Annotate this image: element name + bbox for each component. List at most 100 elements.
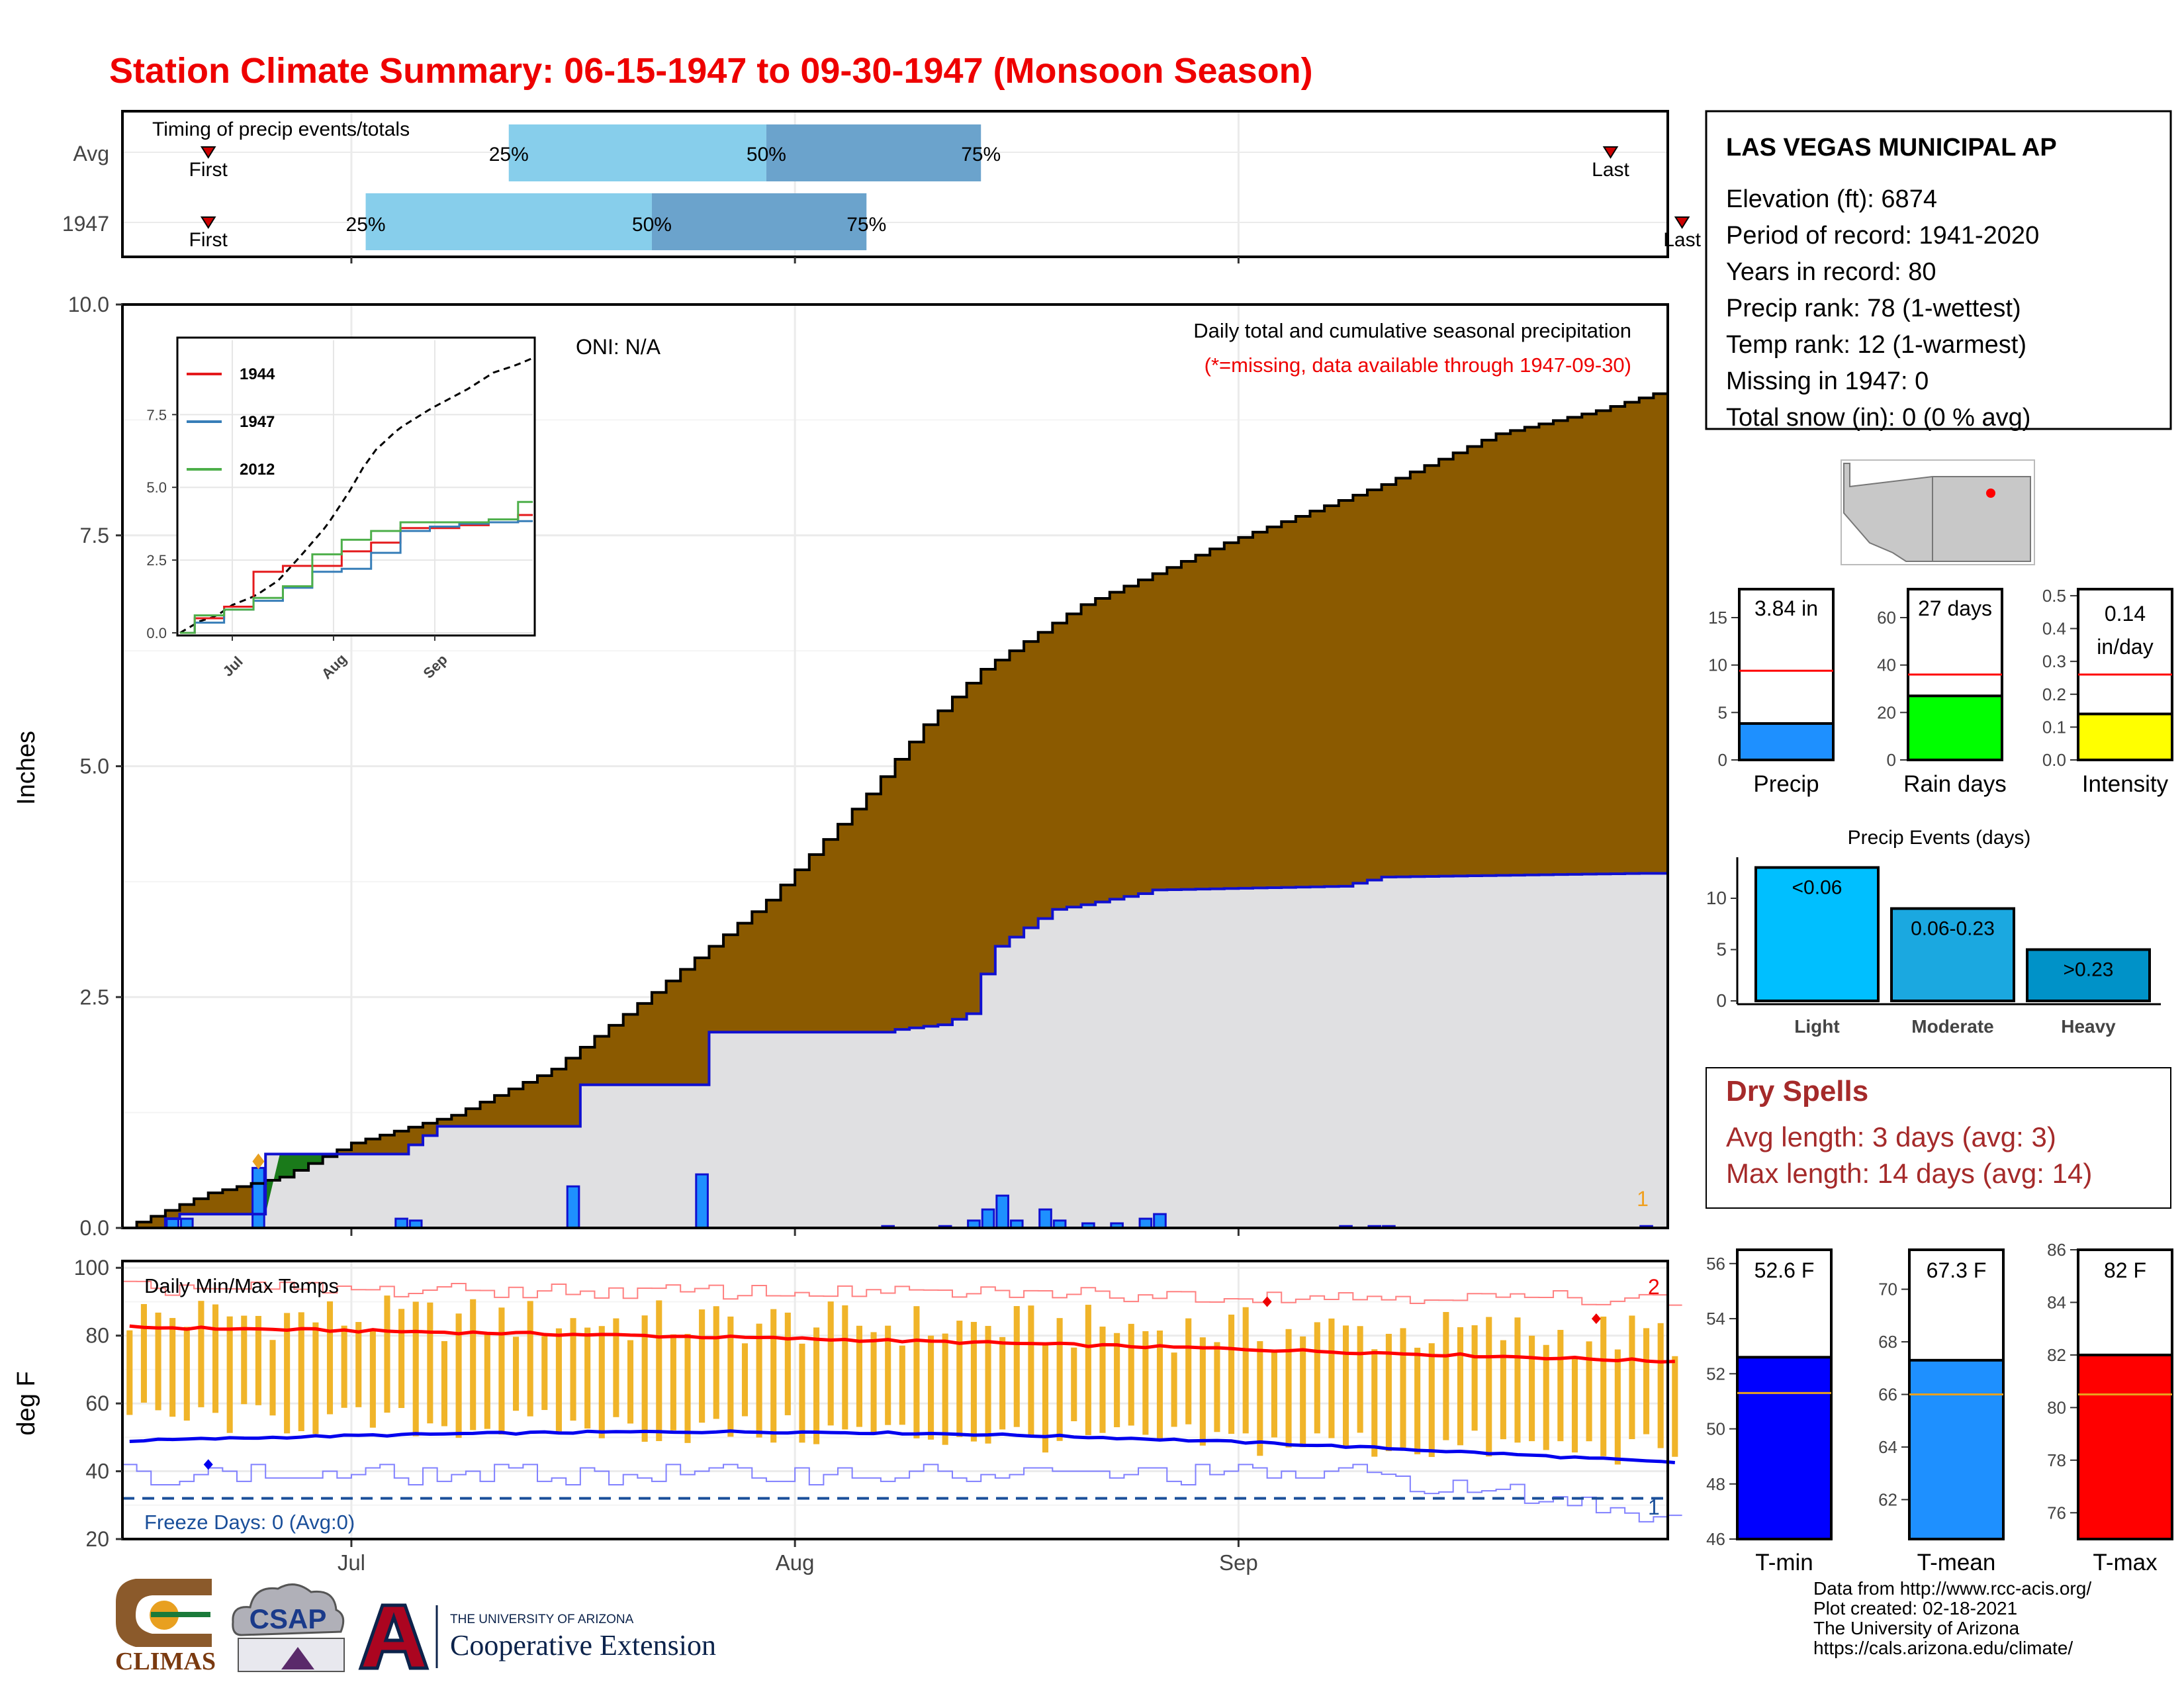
daily-temp-range-bar xyxy=(326,1301,334,1415)
temp-summary-y-tick-label: 80 xyxy=(2047,1397,2066,1417)
events-category-label: Light xyxy=(1794,1016,1839,1037)
daily-temp-range-bar xyxy=(1500,1340,1506,1440)
daily-temp-range-bar xyxy=(513,1336,520,1411)
page-title: Station Climate Summary: 06-15-1947 to 0… xyxy=(109,51,1313,91)
temp-y-tick-label: 100 xyxy=(74,1256,109,1280)
summary-y-tick-label: 0 xyxy=(1718,750,1727,770)
daily-temp-range-bar xyxy=(784,1312,791,1415)
temp-y-axis-title: deg F xyxy=(13,1371,40,1435)
daily-temp-range-bar xyxy=(928,1335,934,1440)
daily-temp-range-bar xyxy=(1657,1323,1664,1448)
daily-temp-range-bar xyxy=(1242,1307,1249,1434)
timing-1947-q50-label: 50% xyxy=(632,214,672,236)
daily-temp-range-bar xyxy=(1042,1344,1049,1453)
summary-y-tick-label: 5 xyxy=(1718,702,1727,722)
summary-bar-label: Rain days xyxy=(1903,771,2007,797)
dry-spells-max: Max length: 14 days (avg: 14) xyxy=(1726,1158,2092,1189)
temp-summary-y-tick-label: 56 xyxy=(1706,1254,1725,1274)
daily-temp-range-bar xyxy=(1529,1335,1535,1442)
summary-y-tick-label: 60 xyxy=(1877,608,1896,628)
summary-y-tick-label: 0.5 xyxy=(2042,586,2066,606)
timing-event-marker xyxy=(1674,216,1690,229)
daily-temp-range-bar xyxy=(613,1318,619,1417)
timing-avg-first-label: First xyxy=(189,159,228,181)
timing-avg-q75-label: 75% xyxy=(961,144,1001,165)
record-high-marker xyxy=(1262,1296,1272,1307)
daily-temp-range-bar xyxy=(527,1301,533,1417)
daily-temp-range-bar xyxy=(1114,1333,1120,1428)
timing-avg-last-label: Last xyxy=(1592,159,1629,181)
inset-legend-label: 2012 xyxy=(240,461,275,479)
temp-summary-value: 82 F xyxy=(2104,1258,2146,1282)
daily-temp-range-bar xyxy=(1228,1314,1235,1434)
daily-temp-range-bar xyxy=(1185,1318,1192,1425)
events-y-tick-label: 5 xyxy=(1716,939,1727,960)
temp-summary-value: 52.6 F xyxy=(1754,1258,1815,1282)
summary-y-tick-label: 40 xyxy=(1877,655,1896,675)
daily-precip-bar xyxy=(1138,1217,1153,1229)
daily-temp-range-bar xyxy=(1071,1347,1077,1422)
daily-precip-bar xyxy=(995,1194,1009,1229)
daily-temp-range-bar xyxy=(942,1333,948,1445)
temp-summary-y-tick-label: 84 xyxy=(2047,1292,2066,1312)
events-bar-label: <0.06 xyxy=(1792,877,1843,899)
daily-temp-range-bar xyxy=(155,1312,161,1411)
events-title: Precip Events (days) xyxy=(1848,827,2031,849)
events-category-label: Moderate xyxy=(1911,1016,1993,1037)
daily-temp-range-bar xyxy=(1156,1331,1163,1438)
inset-y-tick-label: 2.5 xyxy=(146,552,167,569)
logos: CLIMAS CSAP THE UNIVERSITY OF ARIZONA Co… xyxy=(115,1579,716,1675)
daily-precip-bar xyxy=(179,1217,194,1229)
temp-summary-y-tick-label: 48 xyxy=(1706,1474,1725,1494)
daily-temp-range-bar xyxy=(1400,1328,1406,1448)
footer-university: The University of Arizona xyxy=(1813,1618,2020,1638)
summary-bar-intensity xyxy=(2077,712,2173,761)
daily-temp-range-bar xyxy=(484,1333,490,1429)
temp-summary-y-tick-label: 76 xyxy=(2047,1503,2066,1523)
summary-bar-label: Precip xyxy=(1753,771,1819,797)
daily-temp-range-bar xyxy=(1471,1325,1478,1431)
events-bar-heavy xyxy=(2026,948,2151,1002)
daily-temp-range-bar xyxy=(1557,1330,1564,1442)
cumulative-1947-line xyxy=(122,872,1668,1229)
events-bar-light xyxy=(1754,866,1880,1002)
temp-panel-label: Daily Min/Max Temps xyxy=(144,1274,339,1297)
summary-y-tick-label: 0.4 xyxy=(2042,619,2066,639)
temp-summary-label: T-mean xyxy=(1917,1550,1996,1575)
dry-spells-avg: Avg length: 3 days (avg: 3) xyxy=(1726,1121,2056,1152)
temp-summary-y-tick-label: 62 xyxy=(1878,1489,1897,1509)
daily-temp-range-bar xyxy=(670,1334,676,1430)
daily-temp-range-bar xyxy=(183,1327,190,1421)
daily-temp-range-bar xyxy=(741,1343,749,1417)
temp-y-tick-label: 60 xyxy=(85,1391,109,1415)
ahead-of-average-area xyxy=(251,1154,338,1215)
daily-temp-range-bar xyxy=(198,1301,205,1407)
daily-temp-range-bar xyxy=(498,1307,505,1435)
daily-temp-range-bar xyxy=(1099,1327,1106,1433)
timing-avg-q50-label: 50% xyxy=(747,144,786,165)
station-name: LAS VEGAS MUNICIPAL AP xyxy=(1726,134,2057,162)
summary-y-tick-label: 10 xyxy=(1708,655,1727,675)
temp-summary-y-tick-label: 82 xyxy=(2047,1345,2066,1365)
daily-temp-range-bar xyxy=(1643,1328,1650,1434)
daily-temp-range-bar xyxy=(212,1304,219,1413)
daily-temp-range-bar xyxy=(269,1340,276,1416)
daily-temp-range-bar xyxy=(1614,1349,1621,1465)
daily-temp-range-bar xyxy=(570,1318,576,1421)
daily-temp-range-bar xyxy=(427,1302,433,1424)
precip-y-tick-label: 7.5 xyxy=(80,524,109,547)
ua-logo: THE UNIVERSITY OF ARIZONA Cooperative Ex… xyxy=(358,1603,716,1670)
cumulative-average-line xyxy=(122,389,1669,1229)
temp-x-tick-label: Aug xyxy=(776,1550,815,1575)
station-location-marker xyxy=(1986,489,1995,498)
inset-legend-label: 1944 xyxy=(240,365,275,383)
temp-summary-y-tick-label: 46 xyxy=(1706,1529,1725,1549)
cumulative-1947-area xyxy=(122,873,1668,1228)
daily-precip-bar xyxy=(165,1217,179,1229)
summary-y-tick-label: 0.1 xyxy=(2042,717,2066,737)
daily-temp-range-bar xyxy=(1028,1305,1034,1435)
timing-avg-q25-label: 25% xyxy=(489,144,529,165)
precip-y-tick-label: 0.0 xyxy=(80,1216,109,1240)
temp-summary-label: T-max xyxy=(2093,1550,2158,1575)
daily-temp-range-bar xyxy=(1514,1317,1521,1443)
